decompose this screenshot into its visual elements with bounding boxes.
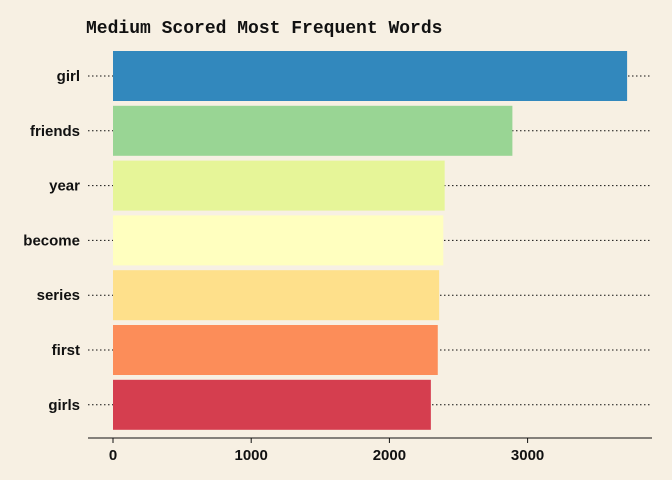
bar-series: [113, 270, 440, 321]
chart-title: Medium Scored Most Frequent Words: [86, 19, 442, 39]
category-label-first: first: [52, 342, 80, 359]
category-label-friends: friends: [30, 123, 80, 140]
category-labels: girl friends year become series first girls: [23, 68, 80, 414]
x-axis-ticks: 0 1000 2000 3000: [109, 438, 544, 464]
bar-girls: [113, 379, 431, 430]
x-tick-label-2000: 2000: [373, 447, 406, 464]
bar-become: [113, 215, 444, 266]
category-label-girl: girl: [57, 68, 80, 85]
x-tick-label-3000: 3000: [511, 447, 544, 464]
category-label-become: become: [23, 232, 80, 249]
bar-year: [113, 160, 445, 211]
bar-girl: [113, 51, 628, 101]
category-label-series: series: [37, 287, 80, 304]
bars: [113, 51, 628, 430]
x-tick-label-0: 0: [109, 447, 117, 464]
x-tick-label-1000: 1000: [235, 447, 268, 464]
category-label-year: year: [49, 178, 80, 195]
category-label-girls: girls: [48, 397, 80, 414]
bar-first: [113, 325, 438, 375]
bar-friends: [113, 105, 513, 156]
